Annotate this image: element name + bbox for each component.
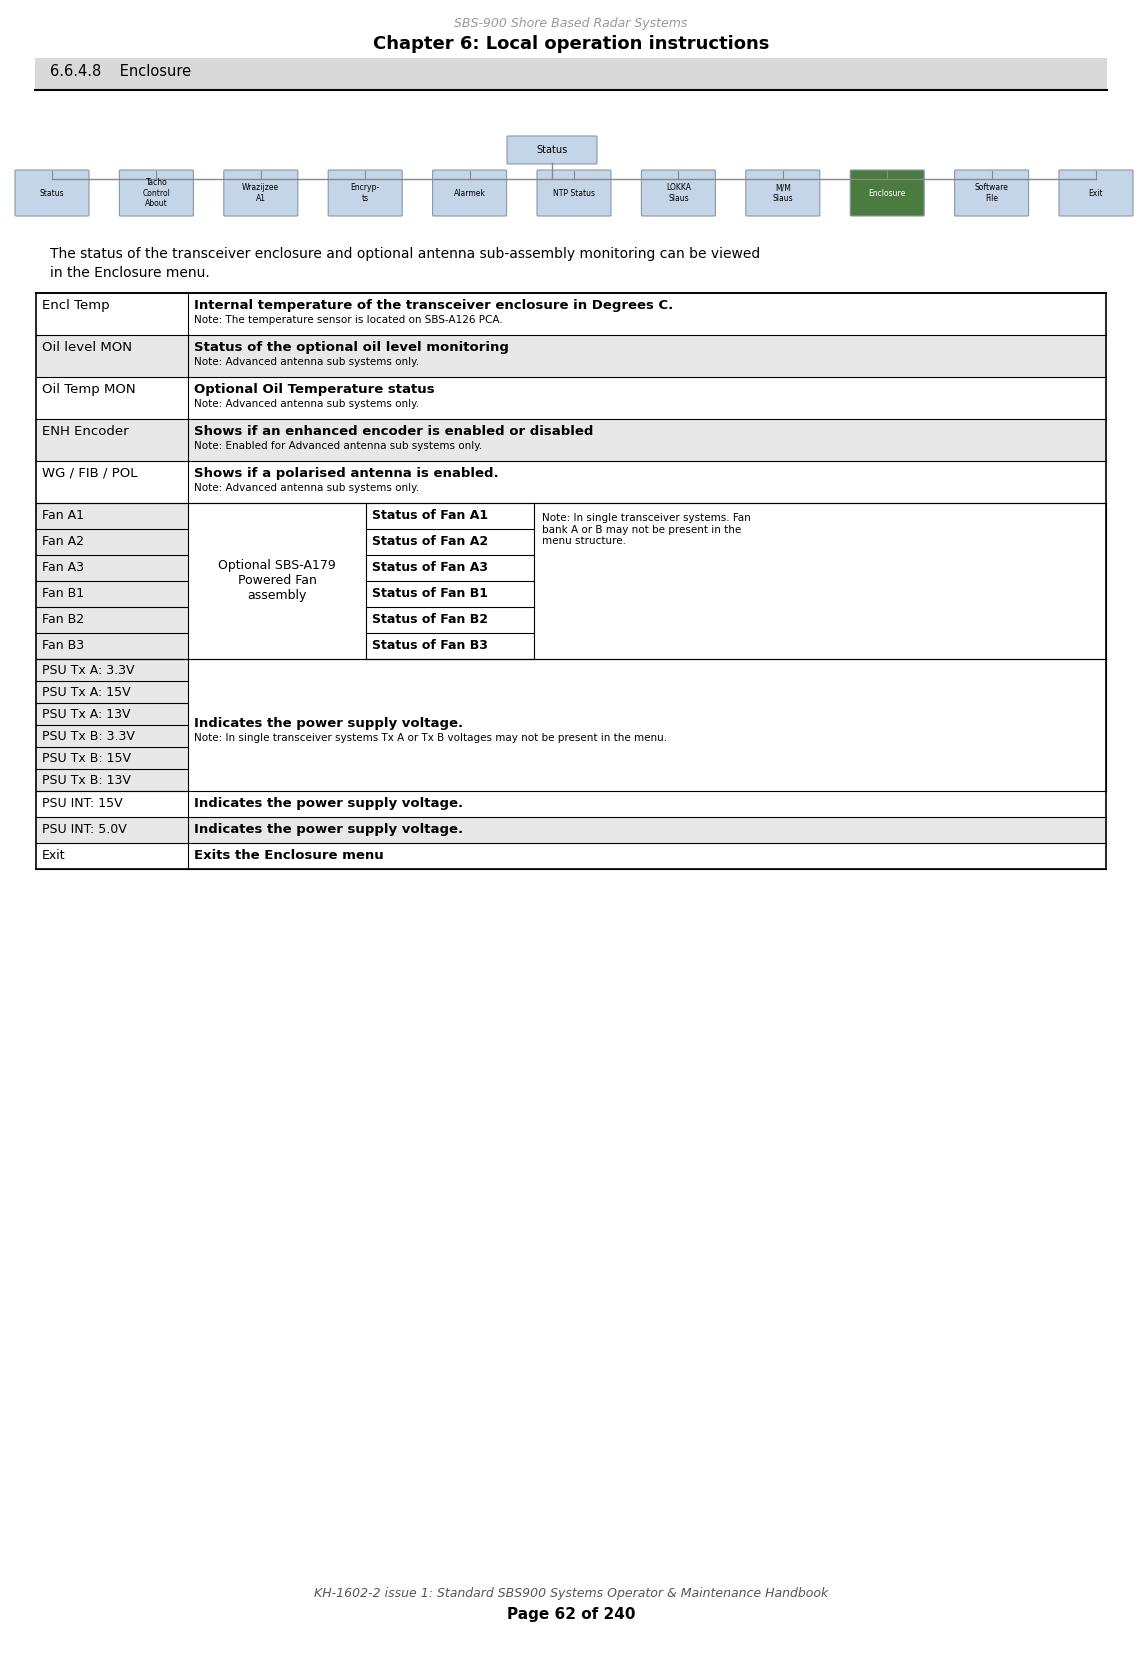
Text: Status of Fan B3: Status of Fan B3 — [372, 639, 488, 652]
Text: Page 62 of 240: Page 62 of 240 — [507, 1607, 635, 1622]
Bar — [37, 581, 188, 607]
Bar — [37, 725, 188, 746]
Text: PSU INT: 15V: PSU INT: 15V — [42, 798, 122, 809]
Text: Fan B3: Fan B3 — [42, 639, 85, 652]
Text: Exit: Exit — [1088, 189, 1103, 197]
Text: PSU INT: 5.0V: PSU INT: 5.0V — [42, 823, 127, 836]
Text: ENH Encoder: ENH Encoder — [42, 425, 129, 439]
Text: Encryp-
ts: Encryp- ts — [351, 184, 380, 202]
Text: Note: Advanced antenna sub systems only.: Note: Advanced antenna sub systems only. — [194, 399, 419, 409]
FancyBboxPatch shape — [15, 170, 89, 217]
Text: Encl Temp: Encl Temp — [42, 300, 110, 313]
Text: Status: Status — [537, 146, 568, 156]
Text: Status of Fan B2: Status of Fan B2 — [372, 612, 488, 626]
Text: Fan A1: Fan A1 — [42, 510, 85, 521]
Text: KH-1602-2 issue 1: Standard SBS900 Systems Operator & Maintenance Handbook: KH-1602-2 issue 1: Standard SBS900 Syste… — [314, 1587, 828, 1600]
Text: PSU Tx B: 3.3V: PSU Tx B: 3.3V — [42, 730, 135, 743]
Bar — [35, 58, 1107, 89]
Text: Status: Status — [40, 189, 64, 197]
Bar — [37, 334, 1105, 377]
Text: Status of Fan A2: Status of Fan A2 — [372, 535, 488, 548]
Text: Indicates the power supply voltage.: Indicates the power supply voltage. — [194, 823, 464, 836]
Bar — [37, 632, 188, 659]
Bar — [37, 554, 188, 581]
Text: Fan B2: Fan B2 — [42, 612, 85, 626]
Bar — [37, 770, 188, 791]
Text: NTP Status: NTP Status — [553, 189, 595, 197]
Text: LOKKA
Slaus: LOKKA Slaus — [666, 184, 691, 202]
Bar — [37, 703, 188, 725]
FancyBboxPatch shape — [537, 170, 611, 217]
Bar — [37, 530, 188, 554]
Text: Note: In single transceiver systems. Fan
bank A or B may not be present in the
m: Note: In single transceiver systems. Fan… — [542, 513, 750, 546]
Text: Fan A3: Fan A3 — [42, 561, 85, 574]
Text: Status of Fan A3: Status of Fan A3 — [372, 561, 488, 574]
Text: Oil Temp MON: Oil Temp MON — [42, 382, 136, 396]
Text: The status of the transceiver enclosure and optional antenna sub-assembly monito: The status of the transceiver enclosure … — [50, 247, 761, 261]
Text: Status of the optional oil level monitoring: Status of the optional oil level monitor… — [194, 341, 509, 354]
Text: SBS-900 Shore Based Radar Systems: SBS-900 Shore Based Radar Systems — [455, 17, 687, 30]
Text: Alarmek: Alarmek — [453, 189, 485, 197]
Text: Internal temperature of the transceiver enclosure in Degrees C.: Internal temperature of the transceiver … — [194, 300, 674, 313]
Bar — [37, 818, 1105, 842]
Text: PSU Tx B: 15V: PSU Tx B: 15V — [42, 751, 131, 765]
Text: Status of Fan B1: Status of Fan B1 — [372, 588, 488, 601]
FancyBboxPatch shape — [850, 170, 924, 217]
Text: Status of Fan A1: Status of Fan A1 — [372, 510, 488, 521]
Text: Fan B1: Fan B1 — [42, 588, 85, 601]
FancyBboxPatch shape — [433, 170, 507, 217]
Text: Note: Advanced antenna sub systems only.: Note: Advanced antenna sub systems only. — [194, 483, 419, 493]
Text: M/M
Slaus: M/M Slaus — [772, 184, 793, 202]
Bar — [37, 659, 188, 680]
Bar — [37, 680, 188, 703]
Text: PSU Tx A: 3.3V: PSU Tx A: 3.3V — [42, 664, 135, 677]
Text: PSU Tx A: 15V: PSU Tx A: 15V — [42, 687, 130, 698]
FancyBboxPatch shape — [120, 170, 193, 217]
Text: WG / FIB / POL: WG / FIB / POL — [42, 467, 137, 480]
FancyBboxPatch shape — [507, 136, 597, 164]
Text: Exit: Exit — [42, 849, 65, 862]
Text: Shows if an enhanced encoder is enabled or disabled: Shows if an enhanced encoder is enabled … — [194, 425, 594, 439]
FancyBboxPatch shape — [746, 170, 820, 217]
FancyBboxPatch shape — [955, 170, 1029, 217]
FancyBboxPatch shape — [1059, 170, 1133, 217]
Text: Software
File: Software File — [974, 184, 1008, 202]
Text: Tacho
Control
About: Tacho Control About — [143, 179, 170, 209]
Bar — [37, 503, 188, 530]
Text: Note: Enabled for Advanced antenna sub systems only.: Note: Enabled for Advanced antenna sub s… — [194, 440, 482, 452]
Text: Note: The temperature sensor is located on SBS-A126 PCA.: Note: The temperature sensor is located … — [194, 314, 502, 324]
Text: Fan A2: Fan A2 — [42, 535, 85, 548]
Text: PSU Tx A: 13V: PSU Tx A: 13V — [42, 708, 130, 722]
Text: Wrazijzee
A1: Wrazijzee A1 — [242, 184, 280, 202]
Text: Chapter 6: Local operation instructions: Chapter 6: Local operation instructions — [372, 35, 770, 53]
FancyBboxPatch shape — [642, 170, 715, 217]
Text: PSU Tx B: 13V: PSU Tx B: 13V — [42, 775, 131, 788]
Text: Indicates the power supply voltage.: Indicates the power supply voltage. — [194, 798, 464, 809]
Text: Optional Oil Temperature status: Optional Oil Temperature status — [194, 382, 435, 396]
FancyBboxPatch shape — [224, 170, 298, 217]
Bar — [37, 607, 188, 632]
Text: 6.6.4.8    Enclosure: 6.6.4.8 Enclosure — [50, 65, 191, 79]
Text: Enclosure: Enclosure — [869, 189, 906, 197]
Text: Indicates the power supply voltage.: Indicates the power supply voltage. — [194, 717, 464, 730]
Bar — [37, 746, 188, 770]
Text: Exits the Enclosure menu: Exits the Enclosure menu — [194, 849, 384, 862]
Text: Note: In single transceiver systems Tx A or Tx B voltages may not be present in : Note: In single transceiver systems Tx A… — [194, 733, 667, 743]
Text: Shows if a polarised antenna is enabled.: Shows if a polarised antenna is enabled. — [194, 467, 499, 480]
Text: Oil level MON: Oil level MON — [42, 341, 132, 354]
FancyBboxPatch shape — [328, 170, 402, 217]
Text: Note: Advanced antenna sub systems only.: Note: Advanced antenna sub systems only. — [194, 357, 419, 367]
Text: in the Enclosure menu.: in the Enclosure menu. — [50, 266, 210, 280]
Text: Optional SBS-A179
Powered Fan
assembly: Optional SBS-A179 Powered Fan assembly — [218, 559, 336, 602]
Bar — [37, 419, 1105, 462]
